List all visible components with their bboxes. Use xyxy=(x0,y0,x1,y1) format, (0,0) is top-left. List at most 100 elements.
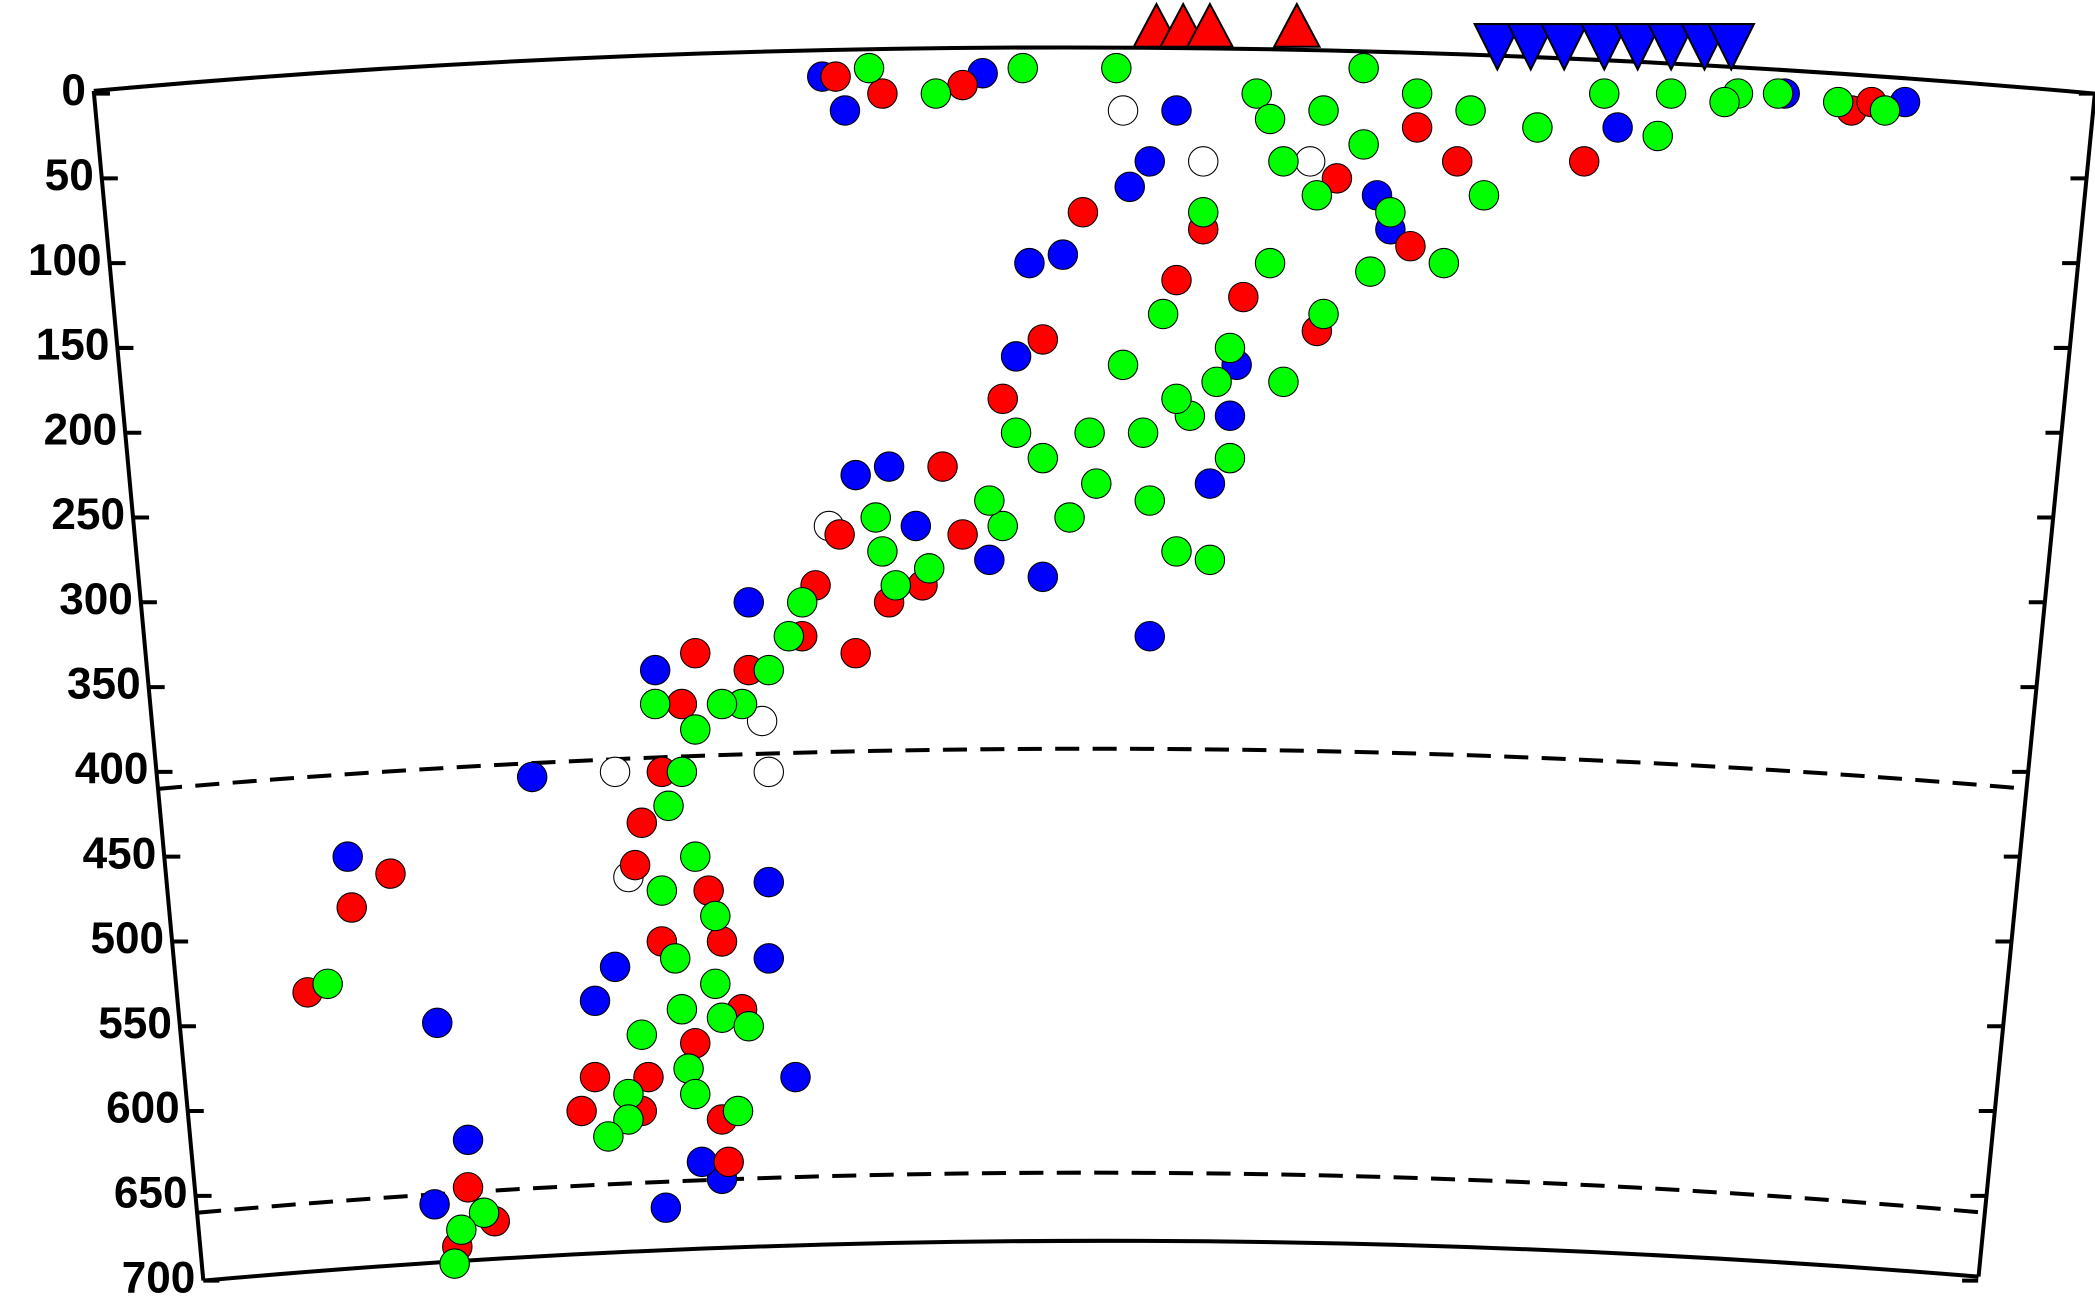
event xyxy=(1522,112,1553,143)
event xyxy=(1642,120,1673,152)
event xyxy=(1134,485,1166,516)
y-tick-label: 450 xyxy=(83,829,157,878)
volcano xyxy=(1185,1,1235,48)
y-tick-label: 50 xyxy=(45,151,94,200)
event xyxy=(860,502,891,533)
event xyxy=(713,1146,744,1178)
discontinuity-line xyxy=(157,746,2027,791)
event xyxy=(920,78,952,109)
event xyxy=(1074,417,1105,448)
event xyxy=(1107,349,1139,381)
event xyxy=(1027,324,1059,355)
event xyxy=(947,69,978,101)
event xyxy=(927,451,958,482)
event xyxy=(706,1002,738,1034)
event xyxy=(680,1078,711,1110)
event xyxy=(1869,95,1901,126)
event xyxy=(1294,146,1326,177)
event xyxy=(666,994,698,1025)
event xyxy=(680,841,711,872)
event xyxy=(1214,400,1246,432)
event xyxy=(599,951,631,983)
frame-top xyxy=(93,45,2095,96)
event xyxy=(1027,442,1059,474)
event xyxy=(1348,52,1379,84)
event xyxy=(753,943,785,974)
event xyxy=(773,620,805,652)
event xyxy=(653,790,684,822)
event xyxy=(659,943,691,974)
frame-left xyxy=(91,90,206,1281)
event xyxy=(1655,78,1687,109)
event xyxy=(1134,146,1166,177)
y-tick-label: 100 xyxy=(28,236,102,285)
event xyxy=(680,714,711,745)
event xyxy=(1187,197,1219,228)
event xyxy=(867,536,898,567)
event xyxy=(1067,197,1099,228)
event xyxy=(1214,332,1246,364)
event xyxy=(646,875,678,906)
y-tick-label: 500 xyxy=(90,914,164,963)
station xyxy=(1472,23,1522,72)
station xyxy=(1646,23,1696,72)
event xyxy=(1822,86,1854,118)
y-tick-label: 350 xyxy=(67,660,141,709)
event xyxy=(700,900,731,932)
event xyxy=(619,849,651,881)
event xyxy=(987,510,1018,542)
event xyxy=(1027,561,1059,593)
event xyxy=(312,968,343,1000)
event xyxy=(1081,468,1112,499)
event xyxy=(947,519,978,550)
event xyxy=(1214,442,1246,474)
event xyxy=(693,875,724,906)
y-tick-label: 700 xyxy=(122,1253,196,1302)
event xyxy=(840,637,871,669)
event xyxy=(746,705,778,737)
event xyxy=(1308,298,1339,330)
y-tick-label: 400 xyxy=(75,745,149,794)
event xyxy=(468,1197,500,1229)
event xyxy=(639,688,671,720)
event xyxy=(706,926,738,957)
event xyxy=(1301,180,1333,211)
event xyxy=(375,858,406,889)
event xyxy=(1468,180,1500,211)
event xyxy=(1428,247,1460,279)
event xyxy=(336,892,367,923)
event xyxy=(1147,298,1179,330)
event xyxy=(566,1095,597,1127)
event xyxy=(1254,247,1286,279)
event xyxy=(722,1095,754,1127)
event xyxy=(1101,52,1132,84)
event xyxy=(1107,95,1139,126)
event xyxy=(840,459,871,491)
frame-right xyxy=(1976,93,2095,1277)
event xyxy=(753,756,785,788)
event xyxy=(650,1192,682,1223)
event xyxy=(1194,544,1226,576)
event xyxy=(1228,281,1259,313)
event xyxy=(446,1214,477,1245)
station xyxy=(1613,23,1663,72)
event xyxy=(867,78,898,109)
event xyxy=(516,761,548,793)
event xyxy=(1709,86,1740,118)
event xyxy=(786,587,818,618)
y-tick-label: 0 xyxy=(61,66,86,115)
event xyxy=(1161,264,1192,296)
section-frame xyxy=(91,45,2095,1283)
event xyxy=(1268,366,1299,398)
event xyxy=(686,1146,718,1178)
event xyxy=(1161,383,1192,415)
event xyxy=(1000,341,1032,372)
event xyxy=(913,553,945,584)
event xyxy=(1014,247,1045,279)
event xyxy=(1054,502,1085,533)
event xyxy=(1161,95,1192,126)
station xyxy=(1706,23,1756,72)
event xyxy=(824,519,855,550)
event xyxy=(680,1027,711,1059)
